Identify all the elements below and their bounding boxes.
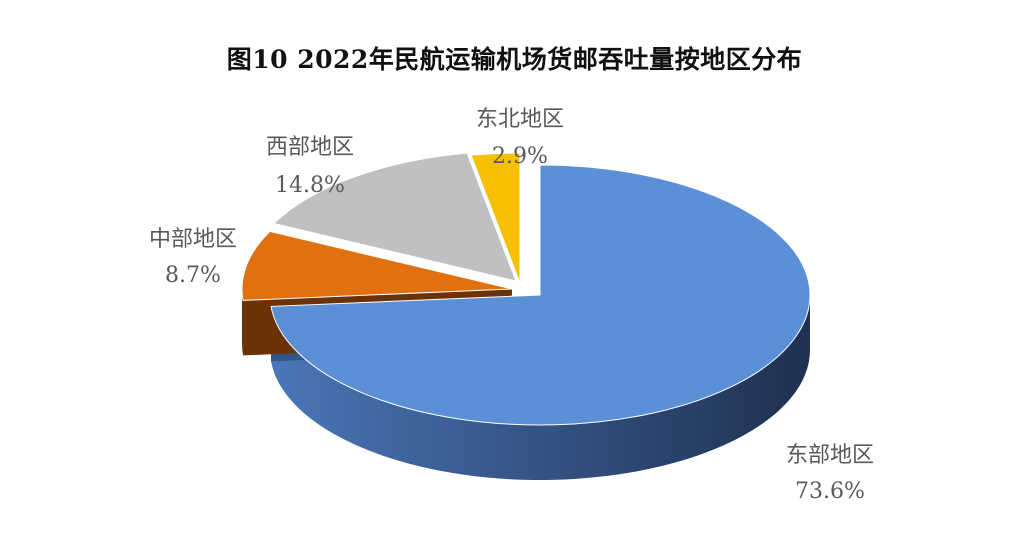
slice-value-label: 14.8% bbox=[275, 173, 345, 198]
pie-slice bbox=[270, 164, 811, 426]
slice-value-label: 2.9% bbox=[492, 144, 548, 169]
slice-name-label: 西部地区 bbox=[266, 135, 354, 160]
slice-value-label: 8.7% bbox=[165, 263, 221, 288]
slice-name-label: 中部地区 bbox=[149, 227, 237, 252]
pie-slice-side bbox=[242, 289, 244, 356]
chart-title: 图10 2022年民航运输机场货邮吞吐量按地区分布 bbox=[226, 45, 803, 74]
slice-name-label: 东部地区 bbox=[786, 443, 874, 468]
slice-name-label: 东北地区 bbox=[476, 107, 564, 132]
pie-slice-side bbox=[271, 295, 810, 481]
slice-value-label: 73.6% bbox=[795, 479, 865, 504]
pie-slice bbox=[470, 152, 521, 284]
pie-slice bbox=[272, 152, 517, 282]
pie-slice bbox=[241, 230, 513, 301]
